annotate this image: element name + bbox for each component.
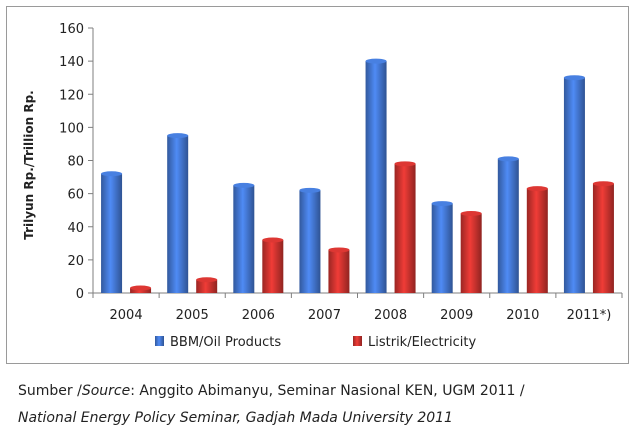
legend-item: Listrik/Electricity	[353, 335, 476, 350]
x-tick-label: 2008	[374, 308, 407, 323]
x-axis-ticks: 2004 2005 2006 2007 2008 2009 2010 2011*)	[92, 293, 623, 323]
x-tick-label: 2011*)	[567, 308, 612, 323]
caption-source-italic: Source	[81, 383, 131, 399]
bar-oil-products	[365, 58, 387, 293]
bar-electricity	[130, 285, 152, 293]
y-tick-label: 80	[67, 155, 84, 170]
bar-oil-products	[167, 133, 189, 293]
legend-swatch	[155, 336, 164, 346]
legend-label: BBM/Oil Products	[170, 335, 281, 350]
x-tick-label: 2007	[308, 308, 341, 323]
y-tick-label: 160	[59, 22, 84, 37]
bar-oil-products	[563, 75, 585, 293]
y-axis-label: Trilyun Rp./Trillion Rp.	[22, 90, 36, 239]
y-tick-label: 40	[67, 221, 84, 236]
y-tick-label: 0	[76, 287, 84, 302]
chart-frame: Trilyun Rp./Trillion Rp. 0 20 40 60 80 100 120…	[6, 6, 629, 364]
bar-electricity	[328, 247, 350, 293]
bar-electricity	[196, 277, 218, 293]
bar-oil-products	[299, 187, 321, 293]
x-tick-label: 2006	[242, 308, 275, 323]
legend-label: Listrik/Electricity	[368, 335, 476, 350]
y-tick-label: 120	[59, 88, 84, 103]
x-tick-label: 2004	[110, 308, 143, 323]
bar-electricity	[526, 186, 548, 293]
bar-electricity	[460, 211, 482, 293]
caption-source-text: : Anggito Abimanyu, Seminar Nasional KEN…	[130, 383, 525, 399]
legend-swatch	[353, 336, 362, 346]
x-tick-label: 2005	[176, 308, 209, 323]
y-tick-label: 20	[67, 254, 84, 269]
bar-oil-products	[233, 182, 255, 293]
source-caption-line1: Sumber /Source: Anggito Abimanyu, Semina…	[18, 383, 525, 399]
legend: BBM/Oil Products Listrik/Electricity	[155, 335, 476, 350]
bar-electricity	[262, 237, 284, 293]
bar-oil-products	[101, 171, 123, 293]
y-tick-label: 60	[67, 188, 84, 203]
bar-electricity	[394, 161, 416, 293]
y-axis-label-group: Trilyun Rp./Trillion Rp.	[22, 90, 36, 239]
caption-prefix: Sumber /	[18, 383, 82, 399]
x-tick-label: 2009	[440, 308, 473, 323]
y-tick-label: 140	[59, 55, 84, 70]
y-axis-ticks: 0 20 40 60 80 100 120 140 160	[59, 22, 93, 302]
bars	[101, 58, 614, 293]
bar-electricity	[592, 181, 614, 293]
bar-oil-products	[431, 201, 453, 293]
source-caption-line2: National Energy Policy Seminar, Gadjah M…	[18, 410, 453, 426]
bar-oil-products	[497, 156, 519, 293]
legend-item: BBM/Oil Products	[155, 335, 281, 350]
y-tick-label: 100	[59, 121, 84, 136]
x-tick-label: 2010	[506, 308, 539, 323]
bar-chart: Trilyun Rp./Trillion Rp. 0 20 40 60 80 100 120…	[22, 22, 623, 350]
